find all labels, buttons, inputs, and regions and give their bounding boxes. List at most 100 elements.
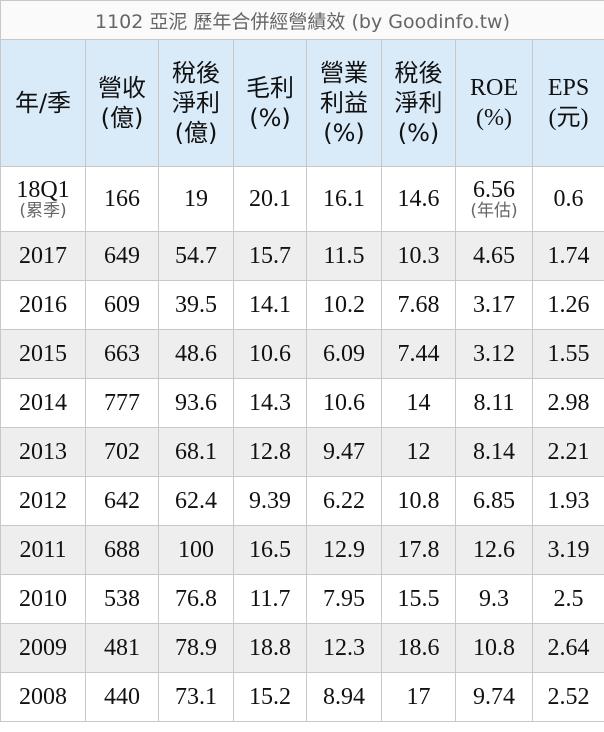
cell-text: 18Q1 [16, 177, 70, 203]
table-cell: 2.5 [531, 574, 604, 624]
table-cell: 777 [85, 378, 159, 428]
table-cell: 9.47 [306, 427, 382, 477]
table-cell: 14.6 [381, 166, 456, 232]
header-cell: ROE (%) [455, 39, 533, 167]
table-cell: 6.22 [306, 476, 382, 526]
table-cell: 9.39 [233, 476, 307, 526]
table-cell: 8.14 [455, 427, 533, 477]
table-cell: 18.6 [381, 623, 456, 673]
table-cell: 2015 [0, 329, 86, 379]
table-cell: 12 [381, 427, 456, 477]
table-cell: 2011 [0, 525, 86, 575]
table-cell: 663 [85, 329, 159, 379]
header-text: (%) [323, 119, 365, 147]
cell-text: 6.56 [473, 177, 515, 203]
table-cell: 20.1 [233, 166, 307, 232]
table-cell: 9.74 [455, 672, 533, 722]
table-cell: 16.1 [306, 166, 382, 232]
header-cell: 營收 (億) [85, 39, 159, 167]
header-text: ROE [470, 75, 518, 101]
table-row: 2009 481 78.9 18.8 12.3 18.6 10.8 2.64 [0, 623, 604, 673]
table-cell: 2009 [0, 623, 86, 673]
table-cell: 440 [85, 672, 159, 722]
table-cell: 78.9 [158, 623, 234, 673]
table-cell: 2.21 [531, 427, 604, 477]
table-cell: 4.65 [455, 231, 533, 281]
table-cell: 15.5 [381, 574, 456, 624]
header-text: EPS [547, 75, 590, 101]
table-cell: 10.6 [233, 329, 307, 379]
header-cell: EPS (元) [531, 39, 604, 167]
header-text: 營業 [320, 59, 368, 87]
table-cell: 14 [381, 378, 456, 428]
table-row: 2011 688 100 16.5 12.9 17.8 12.6 3.19 [0, 525, 604, 575]
table-cell: 14.1 [233, 280, 307, 330]
header-row: 年/季 營收 (億) 稅後 淨利 (億) 毛利 (%) 營業 利益 (%) 稅後 淨利 (%) ROE (%)… [0, 39, 604, 167]
table-cell: 642 [85, 476, 159, 526]
table-row: 2016 609 39.5 14.1 10.2 7.68 3.17 1.26 [0, 280, 604, 330]
header-text: (億) [174, 119, 218, 147]
table-cell: 9.3 [455, 574, 533, 624]
table-cell: 2.98 [531, 378, 604, 428]
table-cell: 8.11 [455, 378, 533, 428]
header-text: 淨利 [172, 89, 220, 117]
header-text: 淨利 [394, 89, 443, 117]
table-cell: 12.3 [306, 623, 382, 673]
table-cell: 481 [85, 623, 159, 673]
cell-note: (累季) [19, 201, 67, 221]
header-text: (元) [548, 105, 589, 131]
table-cell: 649 [85, 231, 159, 281]
table-title: 1102 亞泥 歷年合併經營績效 (by Goodinfo.tw) [0, 0, 604, 40]
header-cell: 稅後 淨利 (億) [158, 39, 234, 167]
table-cell: 7.95 [306, 574, 382, 624]
table-cell: 10.3 [381, 231, 456, 281]
table-cell: 2017 [0, 231, 86, 281]
table-cell: 2013 [0, 427, 86, 477]
header-text: 利益 [320, 89, 368, 117]
header-cell: 年/季 [0, 39, 86, 167]
table-cell: 1.74 [531, 231, 604, 281]
header-cell: 毛利 (%) [233, 39, 307, 167]
table-cell: 2012 [0, 476, 86, 526]
table-cell: 6.85 [455, 476, 533, 526]
table-cell: 12.6 [455, 525, 533, 575]
table-cell: 0.6 [531, 166, 604, 232]
table-cell: 2.52 [531, 672, 604, 722]
table-cell: 1.26 [531, 280, 604, 330]
table-cell: 2008 [0, 672, 86, 722]
table-body: 18Q1 (累季) 166 19 20.1 16.1 14.6 6.56 (年估) 0.6 2017… [0, 166, 604, 722]
table-cell: 17 [381, 672, 456, 722]
header-cell: 營業 利益 (%) [306, 39, 382, 167]
table-cell: 100 [158, 525, 234, 575]
header-text: (億) [100, 104, 144, 132]
table-cell: 3.17 [455, 280, 533, 330]
table-cell: 6.56 (年估) [455, 166, 533, 232]
header-text: 營收 [98, 74, 146, 102]
table-cell: 73.1 [158, 672, 234, 722]
table-cell: 18Q1 (累季) [0, 166, 86, 232]
table-cell: 538 [85, 574, 159, 624]
table-cell: 15.7 [233, 231, 307, 281]
header-text: 稅後 [394, 59, 443, 87]
table-cell: 62.4 [158, 476, 234, 526]
table-cell: 2016 [0, 280, 86, 330]
table-row: 2014 777 93.6 14.3 10.6 14 8.11 2.98 [0, 378, 604, 428]
table-cell: 10.8 [455, 623, 533, 673]
table-cell: 14.3 [233, 378, 307, 428]
header-text: 年/季 [14, 89, 72, 117]
table-row: 2010 538 76.8 11.7 7.95 15.5 9.3 2.5 [0, 574, 604, 624]
header-cell: 稅後 淨利 (%) [381, 39, 456, 167]
table-row: 2015 663 48.6 10.6 6.09 7.44 3.12 1.55 [0, 329, 604, 379]
table-cell: 39.5 [158, 280, 234, 330]
table-cell: 702 [85, 427, 159, 477]
table-cell: 10.8 [381, 476, 456, 526]
table-cell: 18.8 [233, 623, 307, 673]
table-row: 2017 649 54.7 15.7 11.5 10.3 4.65 1.74 [0, 231, 604, 281]
header-text: 毛利 [246, 74, 294, 102]
table-cell: 48.6 [158, 329, 234, 379]
table-cell: 15.2 [233, 672, 307, 722]
table-cell: 2.64 [531, 623, 604, 673]
header-text: (%) [249, 104, 291, 132]
table-cell: 7.44 [381, 329, 456, 379]
table-row: 18Q1 (累季) 166 19 20.1 16.1 14.6 6.56 (年估) 0.6 [0, 166, 604, 232]
